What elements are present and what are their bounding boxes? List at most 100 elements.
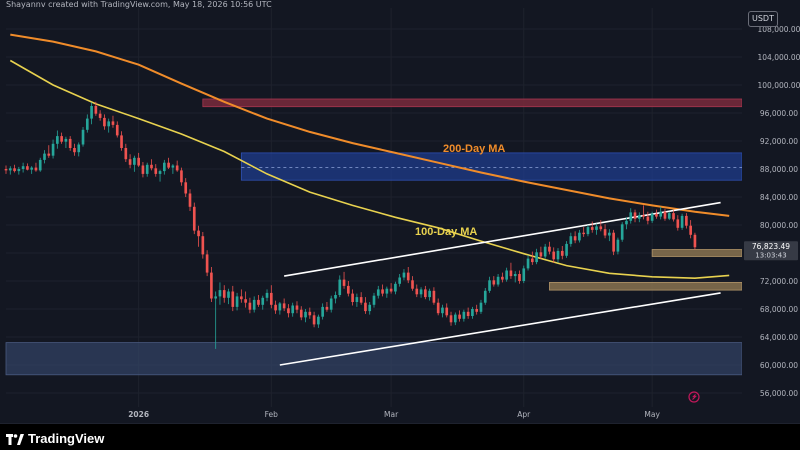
candle[interactable] <box>278 302 282 315</box>
candle[interactable] <box>103 114 106 130</box>
candle[interactable] <box>90 102 93 125</box>
candle[interactable] <box>308 307 312 319</box>
candle[interactable] <box>94 101 98 116</box>
candle[interactable] <box>428 288 431 301</box>
candle[interactable] <box>560 246 564 260</box>
candle[interactable] <box>257 295 260 307</box>
candle[interactable] <box>569 232 573 247</box>
candle[interactable] <box>629 208 633 224</box>
candle[interactable] <box>133 155 136 172</box>
zone-resistance[interactable] <box>202 98 743 108</box>
candle[interactable] <box>603 224 607 239</box>
candle[interactable] <box>21 162 25 173</box>
candle[interactable] <box>150 159 153 171</box>
candle[interactable] <box>175 160 179 172</box>
candle[interactable] <box>30 166 34 174</box>
candle[interactable] <box>38 157 42 172</box>
candle[interactable] <box>642 205 645 220</box>
candle[interactable] <box>466 307 470 319</box>
price-axis[interactable] <box>742 0 800 424</box>
candle[interactable] <box>637 212 641 223</box>
candle[interactable] <box>299 306 303 321</box>
candle[interactable] <box>188 189 192 211</box>
candle[interactable] <box>689 220 692 239</box>
candle[interactable] <box>535 248 538 265</box>
candle[interactable] <box>325 302 329 312</box>
candle[interactable] <box>411 276 414 291</box>
candle[interactable] <box>578 229 581 243</box>
candle[interactable] <box>43 150 46 164</box>
candle[interactable] <box>98 110 102 121</box>
candle[interactable] <box>355 293 359 307</box>
ma100-line[interactable] <box>9 59 730 280</box>
candle[interactable] <box>548 241 551 255</box>
candle[interactable] <box>672 210 675 222</box>
candle[interactable] <box>368 302 372 315</box>
candle[interactable] <box>295 301 299 314</box>
candle[interactable] <box>145 162 149 177</box>
candle[interactable] <box>26 163 29 171</box>
candle[interactable] <box>565 241 568 258</box>
candle[interactable] <box>394 281 397 295</box>
candle[interactable] <box>137 152 140 167</box>
candle[interactable] <box>68 136 72 151</box>
candle[interactable] <box>77 142 81 157</box>
candle[interactable] <box>180 167 183 186</box>
candle[interactable] <box>60 132 63 144</box>
candle[interactable] <box>595 223 598 235</box>
candle[interactable] <box>205 250 209 277</box>
candle[interactable] <box>218 282 222 305</box>
currency-badge[interactable]: USDT <box>748 11 778 27</box>
candle[interactable] <box>385 286 389 298</box>
candle[interactable] <box>141 162 145 178</box>
candle[interactable] <box>693 232 697 250</box>
candle[interactable] <box>573 231 577 244</box>
candle[interactable] <box>488 276 491 293</box>
candle[interactable] <box>599 220 603 232</box>
candle[interactable] <box>184 178 188 197</box>
candle[interactable] <box>586 225 590 237</box>
candle[interactable] <box>261 295 265 310</box>
candle[interactable] <box>620 222 624 242</box>
candle[interactable] <box>210 267 213 302</box>
candle[interactable] <box>406 267 410 284</box>
candle[interactable] <box>364 297 367 314</box>
candle[interactable] <box>582 227 586 237</box>
candle[interactable] <box>351 289 354 306</box>
candle[interactable] <box>329 295 333 313</box>
candle[interactable] <box>240 289 243 303</box>
candle[interactable] <box>197 225 200 247</box>
candle[interactable] <box>419 287 423 298</box>
candle[interactable] <box>659 206 663 220</box>
candle[interactable] <box>676 215 680 231</box>
candle[interactable] <box>372 292 376 308</box>
candle[interactable] <box>334 291 337 304</box>
candle[interactable] <box>154 164 158 177</box>
candle[interactable] <box>338 275 342 298</box>
candle[interactable] <box>505 267 508 282</box>
candle[interactable] <box>128 154 132 169</box>
candle[interactable] <box>680 213 684 230</box>
candle[interactable] <box>34 162 38 172</box>
candle[interactable] <box>616 237 620 255</box>
candle[interactable] <box>462 309 466 322</box>
candle[interactable] <box>265 289 269 302</box>
candle[interactable] <box>244 291 247 308</box>
candle[interactable] <box>4 165 8 174</box>
candle[interactable] <box>227 288 230 305</box>
candle[interactable] <box>47 145 51 158</box>
zone-support[interactable] <box>5 342 743 376</box>
candle[interactable] <box>120 131 123 151</box>
candle[interactable] <box>496 274 500 287</box>
candle[interactable] <box>655 209 658 219</box>
candle[interactable] <box>483 288 487 305</box>
candle[interactable] <box>111 115 115 128</box>
candle[interactable] <box>359 292 363 305</box>
candle[interactable] <box>376 285 380 299</box>
candle[interactable] <box>441 304 444 318</box>
candle[interactable] <box>107 118 111 133</box>
candle[interactable] <box>667 211 671 221</box>
candle[interactable] <box>274 300 277 314</box>
candle[interactable] <box>479 299 483 314</box>
candle[interactable] <box>590 221 594 233</box>
